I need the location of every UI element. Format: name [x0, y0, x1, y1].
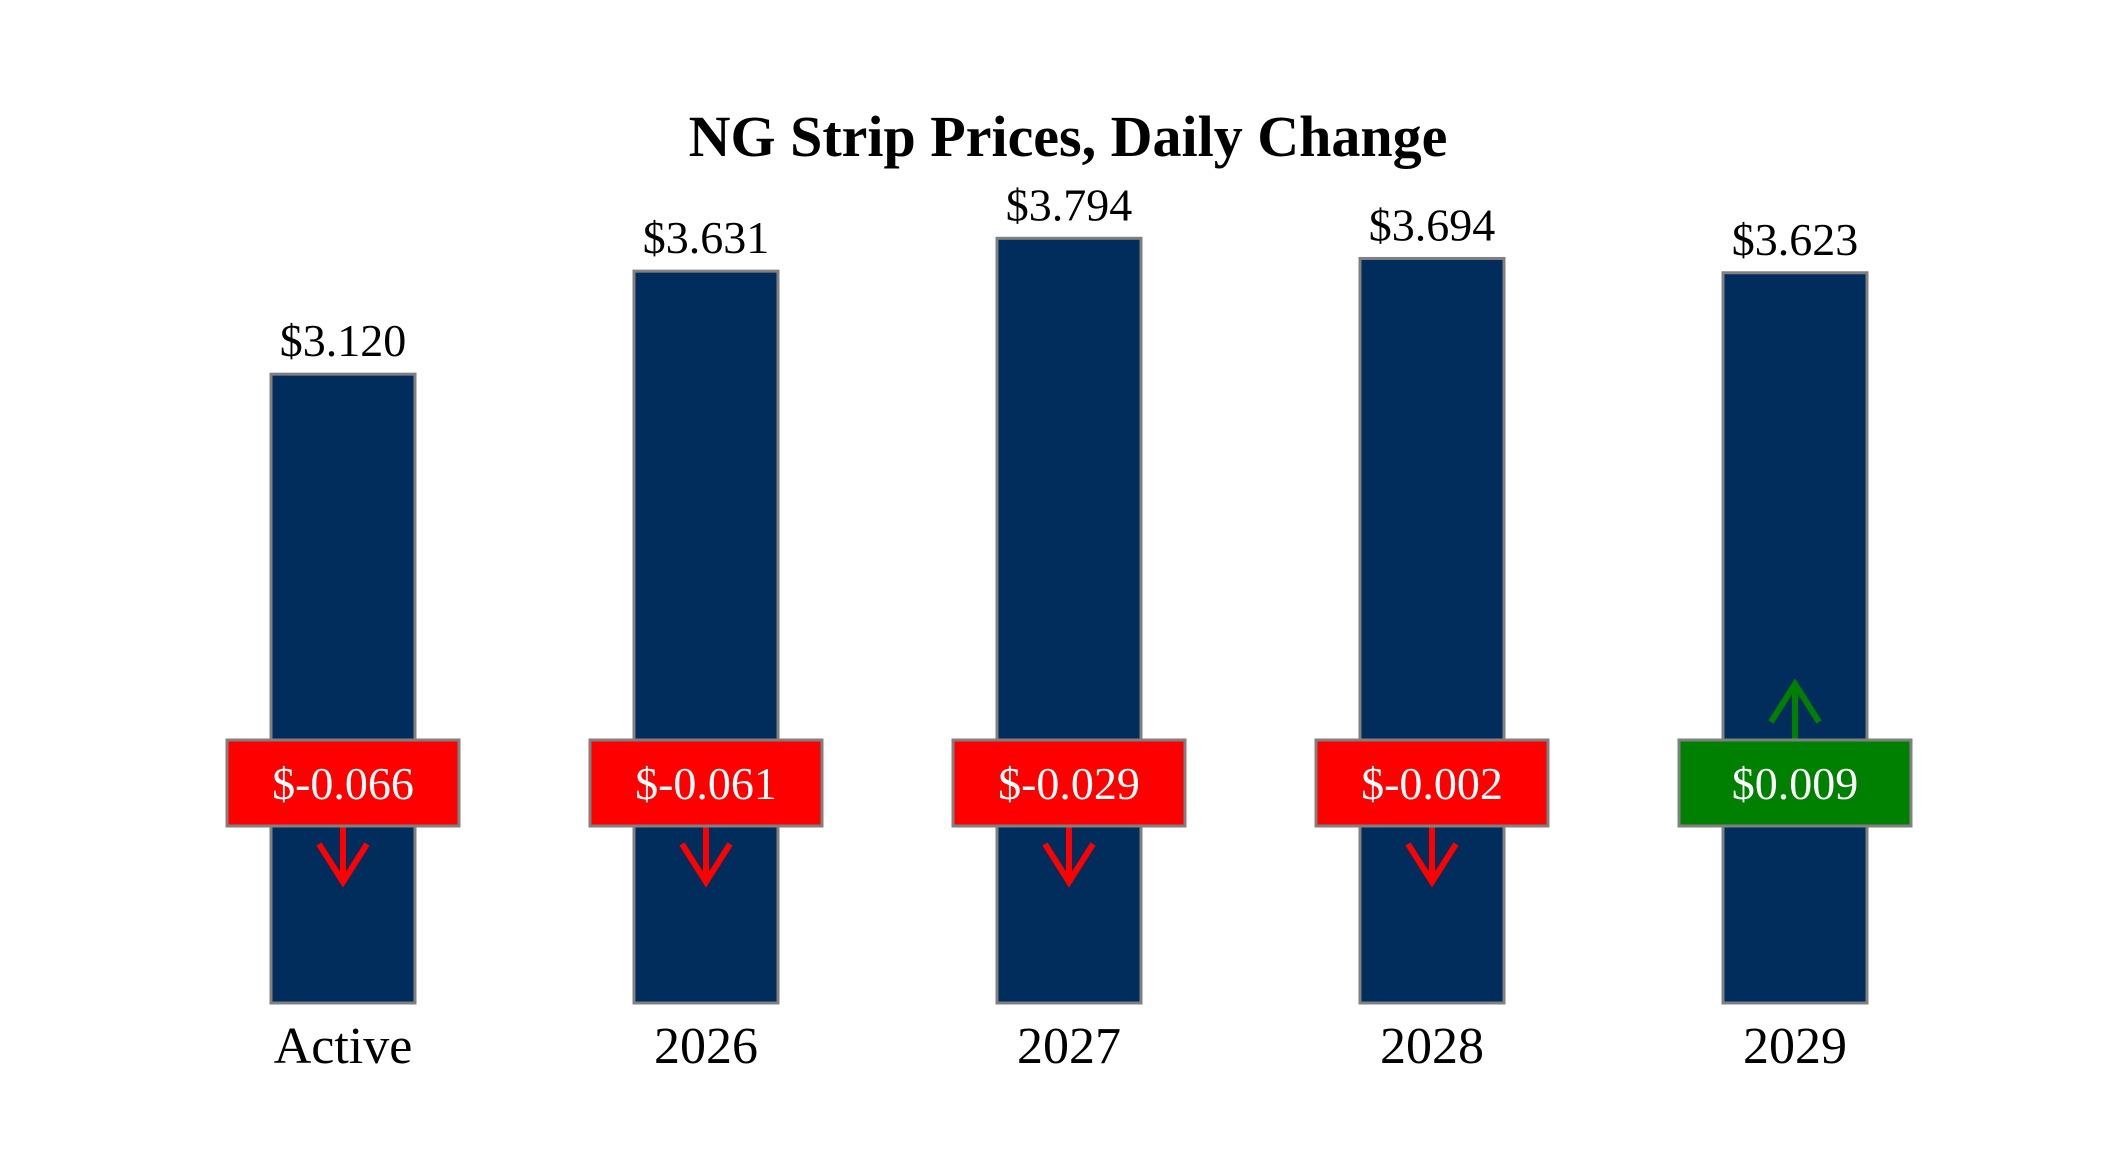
change-label-2027: $-0.029 [998, 758, 1140, 809]
category-label-2028: 2028 [1380, 1018, 1484, 1075]
change-badge-2026 [588, 738, 824, 828]
bar-Active [269, 372, 417, 1005]
category-label-2029: 2029 [1743, 1018, 1847, 1075]
change-badge-Active [225, 738, 461, 828]
bar-2026 [632, 269, 780, 1005]
value-label-2026: $3.631 [643, 212, 770, 263]
change-label-2026: $-0.061 [635, 758, 777, 809]
down-arrow-icon-2028 [1405, 826, 1459, 888]
down-arrow-icon-Active [316, 826, 370, 888]
chart-title: NG Strip Prices, Daily Change [689, 104, 1448, 169]
category-label-Active: Active [274, 1018, 413, 1075]
labels-layer: $3.120 Active $3.631 2026 $3.794 2027 $3.694 20… [274, 179, 1859, 1075]
bar-2028 [1358, 256, 1506, 1005]
change-badge-2028 [1314, 738, 1550, 828]
bar-2027 [995, 236, 1143, 1005]
down-arrow-icon-2027 [1042, 826, 1096, 888]
bar-2029 [1721, 271, 1869, 1005]
change-label-2029: $0.009 [1732, 758, 1859, 809]
value-label-2028: $3.694 [1369, 199, 1496, 250]
up-arrow-icon-2029 [1768, 678, 1822, 740]
value-label-Active: $3.120 [280, 315, 407, 366]
category-label-2026: 2026 [654, 1018, 758, 1075]
change-label-Active: $-0.066 [272, 758, 414, 809]
value-label-2027: $3.794 [1006, 179, 1133, 230]
bars-layer [269, 236, 1869, 1005]
changes-layer: $-0.066 $-0.061 $-0.029 $-0.002 $0.009 [225, 678, 1913, 888]
change-label-2028: $-0.002 [1361, 758, 1503, 809]
category-label-2027: 2027 [1017, 1018, 1121, 1075]
change-badge-2029 [1677, 738, 1913, 828]
change-badge-2027 [951, 738, 1187, 828]
value-label-2029: $3.623 [1732, 214, 1859, 265]
down-arrow-icon-2026 [679, 826, 733, 888]
